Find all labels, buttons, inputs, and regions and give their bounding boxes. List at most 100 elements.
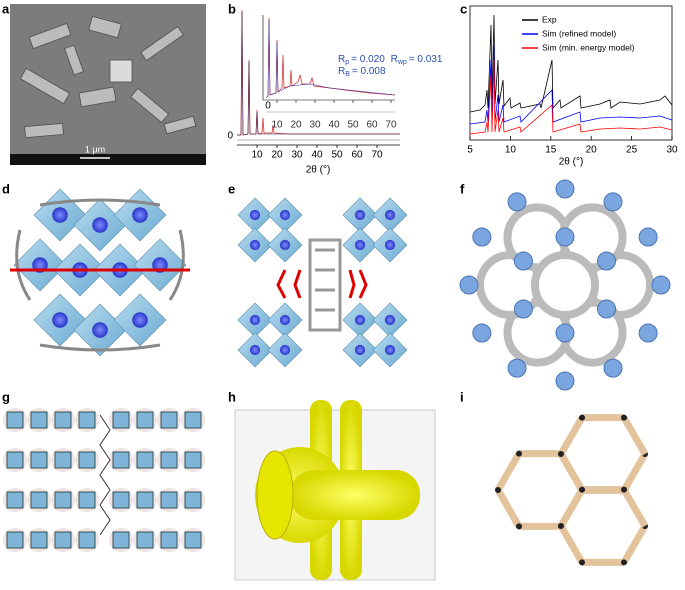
metal-atom: [354, 209, 366, 221]
cluster: [184, 531, 202, 549]
inset-x-tick-label: 20: [290, 120, 302, 131]
node: [621, 414, 627, 421]
fit-stats: RB = 0.008: [338, 66, 386, 78]
metal-atom: [92, 322, 108, 338]
node: [516, 450, 522, 457]
cluster: [603, 192, 623, 212]
x-tick-label: 30: [666, 145, 678, 156]
fit-sub: p: [345, 59, 349, 66]
metal-atom: [354, 239, 366, 251]
panel-label: c: [460, 1, 467, 16]
node: [558, 523, 564, 529]
fit-stats: Rp = 0.020 Rwp = 0.031: [338, 54, 443, 66]
metal-atom: [384, 314, 396, 326]
fit-value: = 0.031: [409, 54, 443, 65]
metal-atom: [52, 312, 68, 328]
metal-atom: [279, 344, 291, 356]
channel: [290, 470, 420, 520]
cluster: [603, 358, 623, 378]
x-tick-label: 15: [545, 145, 557, 156]
cluster: [136, 451, 154, 469]
metal-atom: [52, 207, 68, 223]
linker: [15, 198, 185, 352]
x-tick-label: 30: [291, 150, 303, 161]
hex-edge: [620, 524, 649, 565]
legend-label: Sim (refined model): [542, 28, 616, 38]
hex-edge: [557, 524, 586, 565]
metal-atom: [384, 344, 396, 356]
red-links: [276, 269, 368, 299]
inset-x-tick-label: 30: [309, 120, 321, 131]
panel-label: f: [460, 181, 465, 196]
metal-atom: [132, 207, 148, 223]
cluster: [112, 531, 130, 549]
scale-bar-label: 1 μm: [85, 144, 105, 154]
cluster: [78, 491, 96, 509]
cluster: [472, 323, 492, 343]
cluster: [78, 531, 96, 549]
metal-atom: [384, 209, 396, 221]
inset-x-tick-label: 10: [271, 120, 283, 131]
pore: [531, 251, 599, 319]
cluster: [136, 491, 154, 509]
sem-image: 1 μm: [10, 4, 206, 165]
y-tick-label: 0: [227, 131, 233, 142]
cluster: [54, 411, 72, 429]
metal-atom: [279, 209, 291, 221]
node: [516, 523, 522, 530]
node: [621, 559, 627, 566]
cluster: [136, 411, 154, 429]
cluster: [160, 491, 178, 509]
cluster: [184, 451, 202, 469]
cluster: [555, 371, 575, 391]
x-tick-label: 50: [331, 150, 343, 161]
panel-label: h: [228, 389, 236, 404]
hex-edge: [557, 452, 586, 493]
cluster: [112, 411, 130, 429]
metal-atom: [354, 344, 366, 356]
node: [621, 486, 627, 493]
cluster: [6, 491, 24, 509]
inset-y-tick-label: 0: [265, 101, 271, 112]
panel-label: a: [2, 1, 10, 16]
legend-label: Exp: [542, 14, 557, 24]
x-tick-label: 10: [505, 145, 517, 156]
metal-atom: [249, 344, 261, 356]
node: [558, 451, 564, 457]
cluster: [30, 451, 48, 469]
fit-symbol: R: [338, 54, 345, 65]
fit-symbol: R: [338, 66, 345, 77]
node: [579, 559, 585, 566]
hex-edge: [494, 451, 523, 492]
cluster: [30, 491, 48, 509]
cluster: [54, 491, 72, 509]
metal-atom: [132, 312, 148, 328]
cluster: [136, 531, 154, 549]
legend-label: Sim (min. energy model): [542, 42, 635, 52]
cluster: [30, 531, 48, 549]
cluster: [638, 227, 658, 247]
linker: [99, 414, 111, 536]
fit-symbol: R: [391, 54, 398, 65]
metal-atom: [92, 217, 108, 233]
panel-labels: a b c d e f g h i: [2, 1, 467, 404]
x-axis-label: 2θ (°): [306, 165, 331, 176]
metal-atom: [279, 239, 291, 251]
x-tick-label: 20: [271, 150, 283, 161]
organic-linker: [308, 238, 342, 332]
hex-edge: [557, 415, 586, 456]
inset-x-tick-label: 40: [328, 120, 340, 131]
panel-label: b: [228, 1, 236, 16]
metal-atom: [279, 314, 291, 326]
panel-b-plot: Rp = 0.020 Rwp = 0.031 RB = 0.008 2θ (°): [237, 9, 443, 176]
cluster: [78, 451, 96, 469]
inset-x-tick-label: 70: [385, 120, 397, 131]
panel-c-plot: Exp Sim (refined model) Sim (min. energy m…: [469, 5, 673, 168]
hex-edge: [620, 415, 649, 456]
x-tick-label: 70: [371, 150, 383, 161]
fit-sub: B: [345, 71, 350, 78]
metal-atom: [354, 314, 366, 326]
hex-edge: [620, 487, 649, 528]
channel-end: [256, 450, 294, 540]
x-tick-label: 60: [351, 150, 363, 161]
